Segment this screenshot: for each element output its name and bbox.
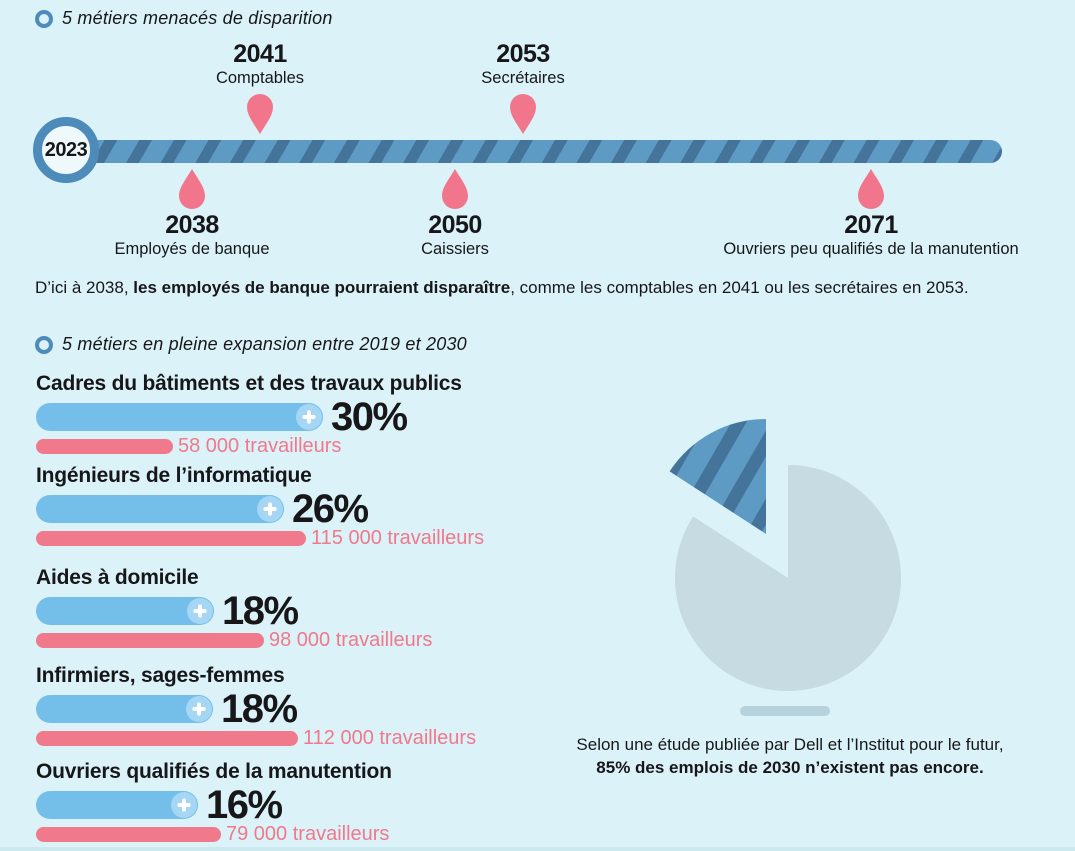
plus-icon [186, 696, 212, 722]
workers-bar [36, 530, 306, 546]
threatened-section-title: 5 métiers menacés de disparition [62, 8, 333, 28]
growth-bar [36, 597, 214, 625]
teardrop-marker-up-icon [858, 169, 884, 209]
timeline-event-2053: 2053 Secrétaires [353, 40, 693, 134]
growth-bar [36, 495, 284, 523]
teardrop-marker-down-icon [247, 94, 273, 134]
growth-bar [36, 791, 198, 819]
workers-row: 58 000 travailleurs [36, 434, 576, 457]
workers-label: 98 000 travailleurs [269, 628, 433, 651]
growth-bar [36, 695, 213, 723]
timeline-event-2041: 2041 Comptables [90, 40, 430, 134]
timeline-event-2038: 2038 Employés de banque [22, 169, 362, 259]
job-row-aides: Aides à domicile 18% 98 000 travailleurs [36, 566, 576, 651]
event-year: 2071 [844, 211, 898, 239]
plus-icon [171, 792, 197, 818]
plus-icon [296, 404, 322, 430]
job-row-cadres: Cadres du bâtiments et des travaux publi… [36, 372, 576, 457]
growth-percent: 16% [206, 783, 283, 827]
timeline-start-year-badge: 2023 [33, 117, 99, 183]
timeline-event-2050: 2050 Caissiers [285, 169, 625, 259]
job-label: Ouvriers qualifiés de la manutention [36, 760, 392, 783]
workers-bar [36, 632, 264, 648]
growth-row: 30% [36, 395, 576, 439]
growth-row: 26% [36, 487, 576, 531]
future-note-line1: Selon une étude publiée par Dell et l’In… [576, 735, 1004, 754]
plus-icon [257, 496, 283, 522]
event-label: Secrétaires [481, 69, 565, 87]
job-label: Cadres du bâtiments et des travaux publi… [36, 372, 462, 395]
workers-label: 112 000 travailleurs [303, 726, 477, 749]
workers-row: 115 000 travailleurs [36, 526, 576, 549]
workers-bar [36, 438, 173, 454]
expansion-section-title: 5 métiers en pleine expansion entre 2019… [62, 334, 467, 354]
job-label: Aides à domicile [36, 566, 199, 589]
event-year: 2041 [233, 40, 287, 68]
timeline-event-2071: 2071 Ouvriers peu qualifiés de la manute… [701, 169, 1041, 259]
pie-chart [669, 419, 901, 691]
job-label: Infirmiers, sages-femmes [36, 664, 285, 687]
pie-exploded-slice-15 [669, 419, 766, 534]
growth-percent: 26% [292, 487, 369, 531]
growth-percent: 18% [221, 687, 298, 731]
caption-suffix: , comme les comptables en 2041 ou les se… [510, 278, 969, 297]
teardrop-marker-down-icon [510, 94, 536, 134]
pie-main-slice-85 [674, 465, 901, 691]
growth-percent: 30% [331, 395, 408, 439]
plus-icon [187, 598, 213, 624]
event-year: 2050 [428, 211, 482, 239]
threatened-section-header: 5 métiers menacés de disparition [35, 8, 333, 29]
event-year: 2053 [496, 40, 550, 68]
footer-strip [0, 847, 1075, 851]
event-year: 2038 [165, 211, 219, 239]
workers-row: 112 000 travailleurs [36, 726, 576, 749]
growth-percent: 18% [222, 589, 299, 633]
workers-label: 79 000 travailleurs [226, 822, 390, 845]
growth-row: 18% [36, 589, 576, 633]
workers-bar [36, 826, 221, 842]
ring-bullet-icon [35, 9, 53, 28]
workers-label: 115 000 travailleurs [311, 526, 485, 549]
event-label: Ouvriers peu qualifiés de la manutention [723, 240, 1019, 258]
growth-bar [36, 403, 323, 431]
workers-row: 98 000 travailleurs [36, 628, 576, 651]
growth-row: 16% [36, 783, 576, 827]
expansion-section-header: 5 métiers en pleine expansion entre 2019… [35, 334, 467, 355]
growth-row: 18% [36, 687, 576, 731]
workers-bar [36, 730, 298, 746]
future-note: Selon une étude publiée par Dell et l’In… [545, 733, 1035, 779]
event-label: Employés de banque [114, 240, 270, 258]
event-label: Comptables [215, 69, 305, 87]
workers-row: 79 000 travailleurs [36, 822, 576, 845]
job-row-infirmiers: Infirmiers, sages-femmes 18% 112 000 tra… [36, 664, 576, 749]
future-note-line2: 85% des emplois de 2030 n’existent pas e… [596, 758, 984, 777]
event-label: Caissiers [421, 240, 489, 258]
timeline-caption: D’ici à 2038, les employés de banque pou… [35, 276, 1045, 299]
caption-prefix: D’ici à 2038, [35, 278, 134, 297]
job-row-ouvriers: Ouvriers qualifiés de la manutention 16%… [36, 760, 576, 845]
job-row-ingenieurs: Ingénieurs de l’informatique 26% 115 000… [36, 464, 576, 549]
timeline-striped-bar [70, 140, 1002, 163]
job-label: Ingénieurs de l’informatique [36, 464, 312, 487]
workers-label: 58 000 travailleurs [178, 434, 342, 457]
ring-bullet-icon [35, 335, 53, 354]
teardrop-marker-up-icon [179, 169, 205, 209]
caption-bold: les employés de banque pourraient dispar… [133, 278, 511, 297]
note-dash-divider [740, 706, 830, 716]
teardrop-marker-up-icon [442, 169, 468, 209]
